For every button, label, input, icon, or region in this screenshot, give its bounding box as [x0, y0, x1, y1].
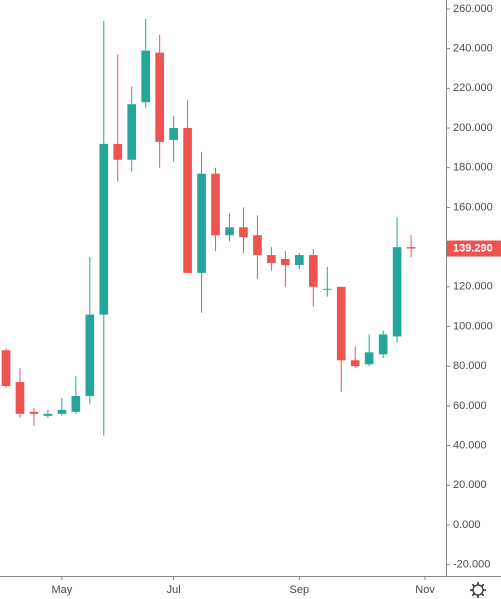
- last-price-box: [447, 240, 501, 257]
- y-tick-label: 0.000: [453, 519, 481, 531]
- candle-body: [183, 128, 192, 273]
- candle-body: [99, 143, 109, 315]
- candle-body: [308, 255, 318, 287]
- x-tick-label: Sep: [290, 584, 310, 596]
- candle-body: [392, 247, 402, 337]
- y-tick-label: 220.000: [453, 82, 493, 94]
- y-tick-label: -20.000: [453, 559, 490, 571]
- y-tick-label: 60.000: [453, 400, 487, 412]
- candle-body: [43, 413, 53, 416]
- candle-body: [350, 360, 360, 367]
- y-tick-label: 200.000: [453, 122, 493, 134]
- candle-body: [197, 173, 206, 273]
- y-tick-label: 120.000: [453, 281, 493, 293]
- candle-body: [295, 255, 304, 265]
- x-tick-label: Jul: [167, 584, 181, 596]
- candle-body: [113, 143, 123, 160]
- candle-body: [336, 286, 346, 361]
- candle-body: [281, 259, 290, 265]
- y-tick-label: 240.000: [453, 43, 493, 55]
- candle-body: [85, 314, 95, 396]
- candle-body: [253, 235, 262, 256]
- last-price-label: 139.290: [453, 242, 493, 254]
- y-tick-label: 80.000: [453, 360, 487, 372]
- y-tick-label: 40.000: [453, 440, 487, 452]
- candle-body: [155, 52, 164, 142]
- candle-body: [141, 50, 151, 103]
- candle-body: [364, 352, 374, 365]
- x-tick-label: Nov: [415, 584, 435, 596]
- y-tick-label: 260.000: [453, 3, 493, 15]
- candle-body: [71, 395, 81, 412]
- candle-body: [1, 350, 11, 387]
- candle-body: [29, 411, 39, 414]
- candle-body: [57, 409, 67, 414]
- candle-body: [406, 247, 416, 249]
- y-tick-label: 180.000: [453, 162, 493, 174]
- candle-body: [169, 128, 178, 140]
- candle-body: [378, 334, 388, 355]
- y-tick-label: 160.000: [453, 201, 493, 213]
- y-tick-label: 20.000: [453, 479, 487, 491]
- candle-body: [15, 382, 25, 414]
- settings-icon[interactable]: [470, 582, 486, 598]
- candle-body: [127, 104, 137, 160]
- candle-body: [225, 227, 234, 236]
- candle-body: [322, 288, 332, 290]
- y-tick-label: 100.000: [453, 320, 493, 332]
- x-tick-label: May: [51, 584, 72, 596]
- candle-body: [239, 227, 248, 238]
- candle-body: [267, 255, 276, 263]
- candle-body: [211, 173, 220, 236]
